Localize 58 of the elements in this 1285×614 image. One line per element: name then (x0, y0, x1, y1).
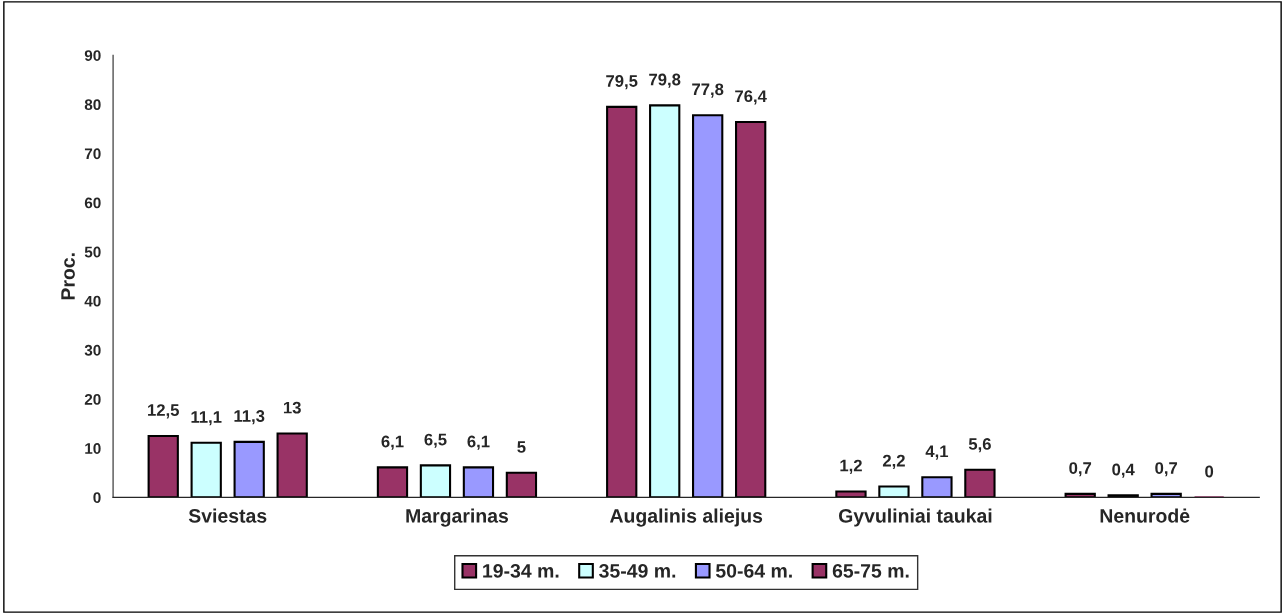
data-label: 79,5 (606, 75, 638, 90)
bar (233, 440, 265, 498)
y-axis-title: Proc. (61, 253, 75, 300)
bar (419, 464, 452, 498)
bar (462, 466, 495, 498)
bar (692, 114, 724, 498)
data-label: 6,5 (424, 433, 447, 448)
y-tick-label: 0 (93, 492, 101, 504)
x-tick-label: Margarinas (406, 508, 509, 527)
bar (1150, 492, 1182, 498)
y-tick-label: 10 (85, 443, 101, 454)
data-label: 1,2 (840, 459, 862, 474)
data-label: 0,4 (1112, 463, 1135, 478)
bar (649, 104, 681, 498)
data-label: 0,7 (1155, 462, 1178, 477)
data-label: 12,5 (148, 404, 179, 419)
data-label: 5 (517, 441, 526, 453)
bar (190, 441, 222, 498)
data-label: 0,7 (1069, 462, 1092, 477)
y-tick-label: 40 (84, 295, 101, 307)
data-label: 6,1 (467, 435, 490, 450)
x-tick-label: Nenurodė (1100, 508, 1190, 523)
data-label: 79,8 (649, 73, 681, 88)
x-tick-label: Sviestas (188, 508, 267, 523)
legend-label: 50-64 m. (715, 563, 792, 578)
bar (921, 476, 953, 498)
bar (835, 490, 867, 498)
bar (606, 105, 638, 498)
bar (505, 471, 538, 498)
data-label: 4,1 (925, 445, 949, 460)
data-label: 11,3 (234, 410, 265, 425)
data-label: 2,2 (882, 454, 905, 469)
legend-label: 19-34 m. (483, 563, 559, 578)
y-tick-label: 70 (84, 148, 101, 160)
bar (964, 468, 996, 498)
bar (276, 432, 308, 498)
bar (376, 466, 409, 498)
data-label: 11,1 (191, 411, 222, 426)
x-tick-label: Gyvuliniai taukai (838, 508, 992, 527)
bar (878, 485, 910, 498)
y-tick-label: 20 (84, 393, 101, 405)
x-tick-label: Augalinis aliejus (609, 508, 763, 527)
bar (735, 121, 767, 498)
data-label: 5,6 (968, 438, 991, 453)
data-label: 6,1 (381, 435, 404, 450)
y-tick-label: 60 (84, 197, 101, 209)
data-label: 77,8 (692, 83, 724, 98)
legend-label: 35-49 m. (599, 563, 676, 578)
y-tick-label: 90 (84, 50, 101, 61)
legend-label: 65-75 m. (832, 563, 909, 578)
y-tick-label: 30 (84, 344, 101, 356)
y-tick-label: 50 (84, 246, 101, 258)
y-tick-label: 80 (84, 99, 101, 111)
data-label: 0 (1205, 465, 1214, 478)
data-label: 76,4 (735, 90, 767, 105)
data-label: 13 (283, 401, 301, 414)
bar (1064, 492, 1096, 498)
bar (147, 434, 179, 498)
